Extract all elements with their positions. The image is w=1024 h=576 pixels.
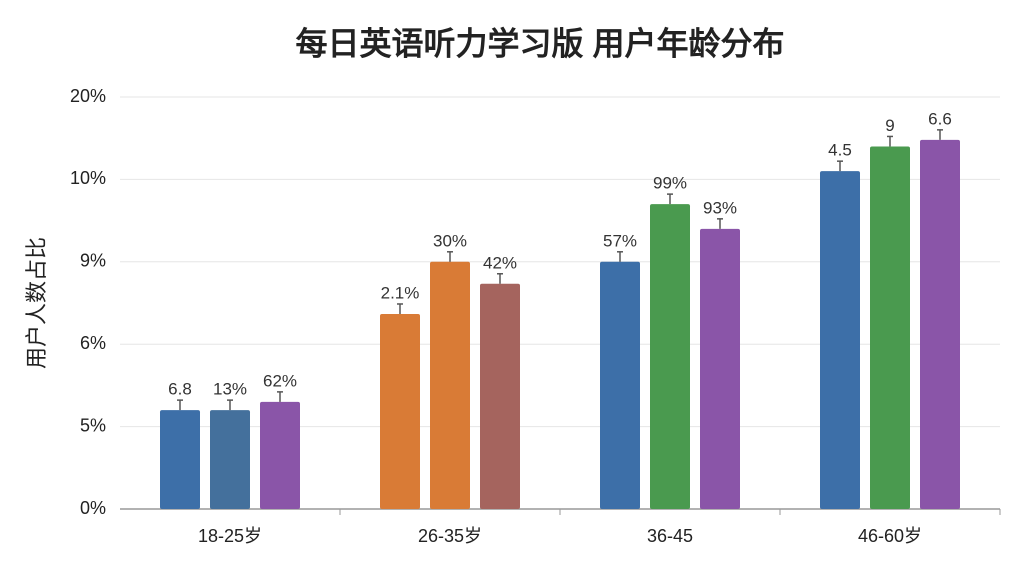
bar: [480, 283, 520, 509]
x-tick-label: 46-60岁: [858, 526, 922, 546]
x-tick-label: 26-35岁: [418, 526, 482, 546]
bar: [260, 401, 300, 509]
bar: [380, 313, 420, 509]
y-axis-label: 用户人数占比: [24, 237, 49, 369]
bar-annotation: 99%: [653, 174, 687, 193]
bar-annotation: 6.8: [168, 380, 192, 399]
x-tick-label: 18-25岁: [198, 526, 262, 546]
bar-annotation: 57%: [603, 231, 637, 250]
chart-title: 每日英语听力学习版 用户年龄分布: [296, 25, 785, 61]
bar-annotation: 42%: [483, 253, 517, 272]
bar-annotation: 6.6: [928, 109, 952, 128]
x-tick-label: 36-45: [647, 526, 693, 546]
bar: [210, 410, 250, 509]
bar-annotation: 4.5: [828, 141, 852, 160]
bar: [700, 228, 740, 509]
y-tick-label: 6%: [80, 333, 106, 353]
bar: [920, 139, 960, 509]
bar-annotation: 9: [885, 116, 894, 135]
bar: [650, 204, 690, 509]
y-tick-label: 0%: [80, 498, 106, 518]
bar-annotation: 2.1%: [381, 283, 420, 302]
y-tick-label: 20%: [70, 86, 106, 106]
bar: [600, 261, 640, 509]
bar-annotation: 30%: [433, 231, 467, 250]
bar-annotation: 62%: [263, 371, 297, 390]
bar-annotation: 13%: [213, 380, 247, 399]
bar: [160, 410, 200, 509]
bar: [820, 171, 860, 509]
bar: [430, 261, 470, 509]
bar-annotation: 93%: [703, 198, 737, 217]
bar: [870, 146, 910, 509]
y-tick-label: 5%: [80, 415, 106, 435]
y-tick-label: 10%: [70, 168, 106, 188]
y-tick-label: 9%: [80, 251, 106, 271]
